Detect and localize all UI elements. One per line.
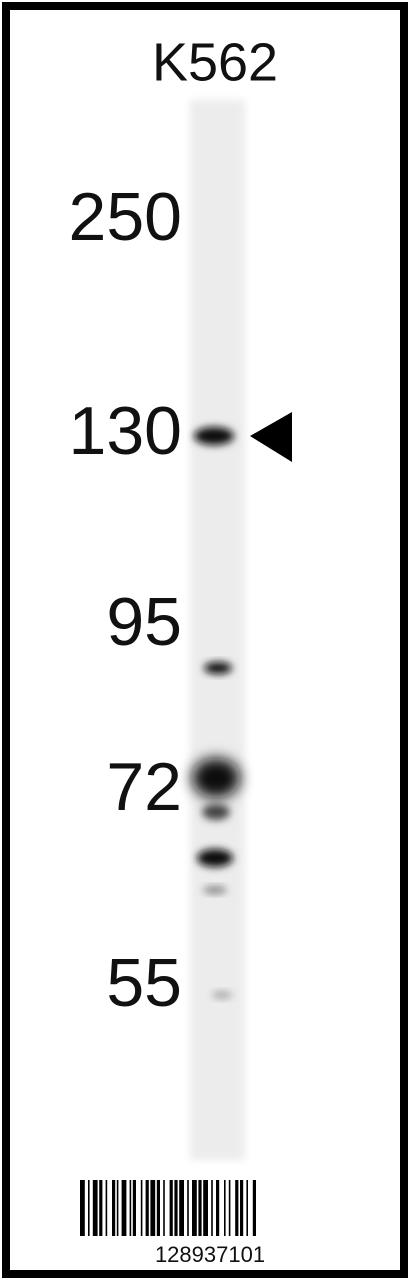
barcode-bar — [187, 1180, 189, 1236]
barcode-bar — [252, 1180, 256, 1236]
barcode-number: 128937101 — [155, 1242, 265, 1267]
bands — [192, 427, 240, 999]
barcode-bar — [140, 1180, 143, 1236]
barcode-bar — [150, 1180, 156, 1236]
lane-label: K562 — [152, 32, 278, 92]
barcode-bar — [112, 1180, 116, 1236]
barcode-bar — [99, 1180, 103, 1236]
barcode-bar — [224, 1180, 226, 1236]
marker-label: 72 — [106, 749, 182, 825]
barcode-bar — [240, 1180, 244, 1236]
barcode-bar — [129, 1180, 132, 1236]
barcode-bar — [80, 1180, 85, 1236]
barcode-bar — [179, 1180, 184, 1236]
lane — [190, 100, 245, 1160]
barcode-bar — [174, 1180, 178, 1236]
barcode-bar — [92, 1180, 98, 1236]
barcode-bar — [145, 1180, 149, 1236]
barcode-bar — [121, 1180, 127, 1236]
barcode-bar — [163, 1180, 165, 1236]
barcode-bar — [116, 1180, 119, 1236]
barcode-bar — [228, 1180, 231, 1236]
barcode-bar — [105, 1180, 108, 1236]
barcode-bar — [216, 1180, 220, 1236]
barcode-bar — [156, 1180, 160, 1236]
barcode-bar — [88, 1180, 90, 1236]
barcode — [80, 1180, 256, 1236]
barcode-bar — [246, 1180, 248, 1236]
barcode-bar — [192, 1180, 197, 1236]
marker-label: 250 — [69, 179, 182, 255]
barcode-bar — [132, 1180, 136, 1236]
barcode-bar — [235, 1180, 239, 1236]
barcode-bar — [211, 1180, 213, 1236]
marker-label: 95 — [106, 584, 182, 660]
band-arrow — [250, 412, 292, 462]
marker-label: 130 — [69, 393, 182, 469]
barcode-bar — [198, 1180, 202, 1236]
barcode-bar — [169, 1180, 173, 1236]
marker-label: 55 — [106, 945, 182, 1021]
barcode-bar — [203, 1180, 208, 1236]
